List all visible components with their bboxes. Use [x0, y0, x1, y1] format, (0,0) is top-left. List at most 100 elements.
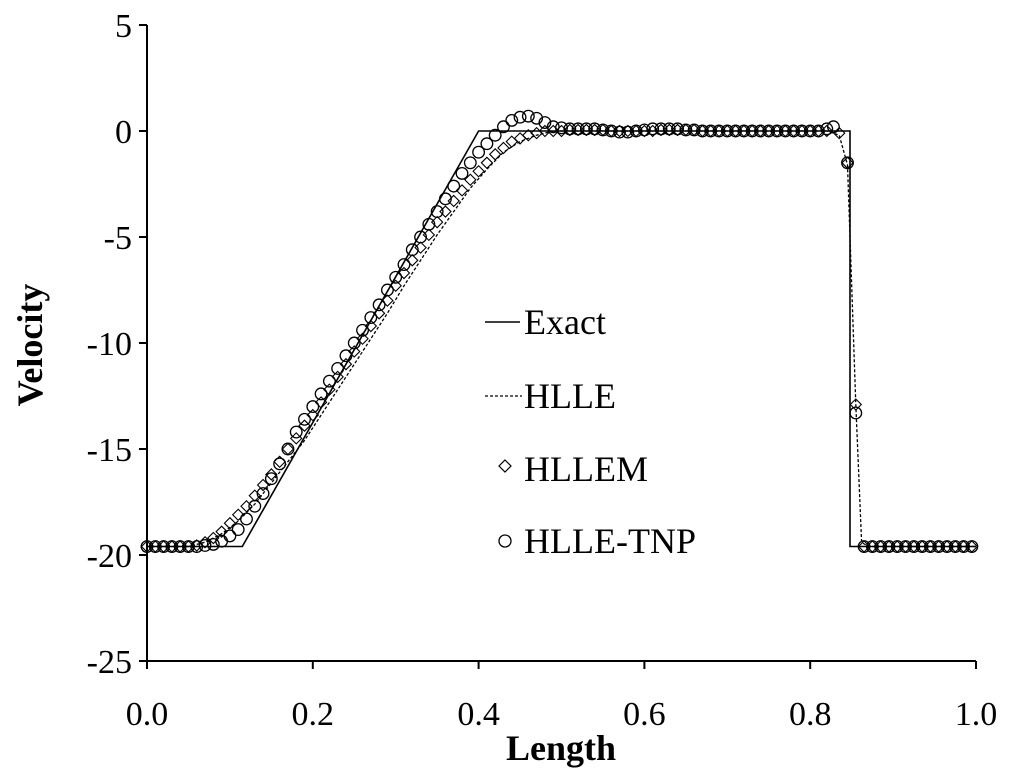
data-point-hlle-tnp	[588, 122, 602, 136]
data-point-hlle-tnp	[298, 412, 311, 426]
data-point-hllem	[849, 398, 863, 411]
data-point-hlle-tnp	[965, 540, 979, 553]
data-point-hllem	[223, 516, 237, 530]
data-point-hlle-tnp	[356, 323, 369, 337]
data-point-hlle-tnp	[422, 217, 436, 231]
data-point-hlle-tnp	[826, 120, 840, 134]
data-point-hlle-tnp	[890, 540, 904, 553]
data-point-hllem	[314, 396, 328, 409]
data-point-hlle-tnp	[530, 111, 544, 125]
data-point-hlle-tnp	[841, 156, 854, 170]
data-point-hllem	[331, 370, 344, 384]
data-point-hllem	[580, 123, 593, 137]
x-tick-label: 0.4	[457, 696, 500, 733]
data-point-hlle-tnp	[331, 361, 345, 375]
data-point-hlle-tnp	[463, 156, 477, 170]
data-point-hllem	[364, 319, 378, 333]
data-point-hllem	[306, 408, 320, 422]
data-point-hlle-tnp	[720, 124, 734, 138]
y-tick-label: -20	[87, 538, 132, 575]
data-point-hlle-tnp	[198, 539, 212, 552]
data-point-hlle-tnp	[148, 540, 162, 553]
data-point-hlle-tnp	[339, 349, 353, 363]
data-point-hlle-tnp	[795, 124, 809, 138]
x-axis-title: Length	[506, 728, 616, 768]
data-point-hllem	[472, 165, 485, 178]
data-point-hlle-tnp	[364, 311, 378, 325]
data-point-hlle-tnp	[646, 122, 660, 136]
data-point-hlle-tnp	[538, 116, 552, 129]
data-point-hlle-tnp	[803, 124, 817, 138]
data-point-hlle-tnp	[671, 122, 685, 136]
legend-item-hlle-tnp: HLLE-TNP	[498, 521, 696, 561]
data-point-hlle-tnp	[281, 442, 295, 456]
data-point-hlle-tnp	[849, 406, 863, 420]
data-point-hllem	[439, 205, 452, 218]
data-point-hlle-tnp	[899, 540, 912, 553]
data-point-hlle-tnp	[907, 540, 921, 553]
data-point-hlle-tnp	[165, 540, 179, 553]
data-point-hlle-tnp	[857, 540, 871, 553]
data-point-hlle-tnp	[397, 258, 411, 272]
legend-label-exact: Exact	[524, 302, 606, 342]
y-tick-label: -15	[87, 432, 132, 469]
data-point-hlle-tnp	[430, 205, 444, 219]
data-point-hlle-tnp	[679, 123, 693, 137]
data-point-hlle-tnp	[596, 123, 610, 137]
data-point-hllem	[339, 357, 353, 371]
data-point-hlle-tnp	[770, 124, 784, 138]
data-point-hlle-tnp	[206, 537, 220, 551]
legend-item-hllem: HLLEM	[498, 449, 648, 489]
data-point-hlle-tnp	[629, 124, 643, 138]
plot-area	[140, 109, 979, 553]
data-point-hlle-tnp	[223, 529, 237, 543]
data-point-hlle-tnp	[787, 124, 801, 138]
data-point-hlle-tnp	[820, 122, 834, 136]
data-point-hlle-tnp	[248, 499, 262, 513]
x-ticks: 0.0 0.2 0.4 0.6 0.8 1.0	[126, 661, 998, 733]
data-point-hlle-tnp	[256, 487, 270, 500]
x-tick-label: 1.0	[955, 696, 998, 733]
data-point-hllem	[588, 123, 601, 137]
data-point-hlle-tnp	[405, 243, 419, 257]
legend-swatch-hllem	[498, 459, 512, 473]
data-point-hlle-tnp	[289, 425, 303, 439]
data-point-hlle-tnp	[521, 109, 535, 123]
data-point-hlle-tnp	[181, 540, 195, 553]
data-point-hllem	[248, 489, 262, 502]
y-tick-label: -25	[87, 644, 132, 681]
data-point-hlle-tnp	[957, 540, 971, 553]
data-point-hlle-tnp	[729, 124, 743, 138]
data-point-hlle-tnp	[865, 540, 879, 553]
data-point-hllem	[372, 307, 386, 320]
data-point-hlle-tnp	[579, 122, 593, 136]
data-point-hllem	[563, 123, 577, 137]
data-point-hllem	[671, 123, 684, 137]
data-point-hlle-tnp	[778, 124, 792, 138]
data-point-hllem	[231, 508, 245, 521]
data-point-hllem	[215, 525, 228, 538]
data-point-hlle-tnp	[497, 120, 510, 134]
data-point-hlle-tnp	[940, 540, 954, 553]
data-point-hllem	[240, 499, 253, 513]
data-point-hlle-tnp	[546, 120, 560, 134]
y-axis-title: Velocity	[10, 284, 50, 407]
data-point-hllem	[256, 478, 270, 492]
data-point-hlle-tnp	[712, 124, 726, 138]
data-point-hlle-tnp	[571, 122, 585, 136]
x-tick-label: 0.6	[623, 696, 666, 733]
data-point-hlle-tnp	[314, 387, 328, 401]
data-point-hlle-tnp	[555, 121, 568, 135]
data-point-hlle-tnp	[687, 123, 701, 137]
x-tick-label: 0.8	[789, 696, 832, 733]
data-point-hlle-tnp	[322, 374, 336, 388]
data-point-hlle-tnp	[306, 400, 320, 414]
data-point-hllem	[422, 228, 436, 242]
data-point-hlle-tnp	[604, 124, 618, 138]
data-point-hlle-tnp	[874, 540, 888, 553]
data-point-hllem	[406, 254, 419, 267]
data-point-hlle-tnp	[745, 124, 759, 138]
legend-swatch-hlle-tnp	[498, 534, 512, 548]
data-point-hllem	[381, 294, 394, 307]
data-point-hlle-tnp	[380, 283, 394, 297]
